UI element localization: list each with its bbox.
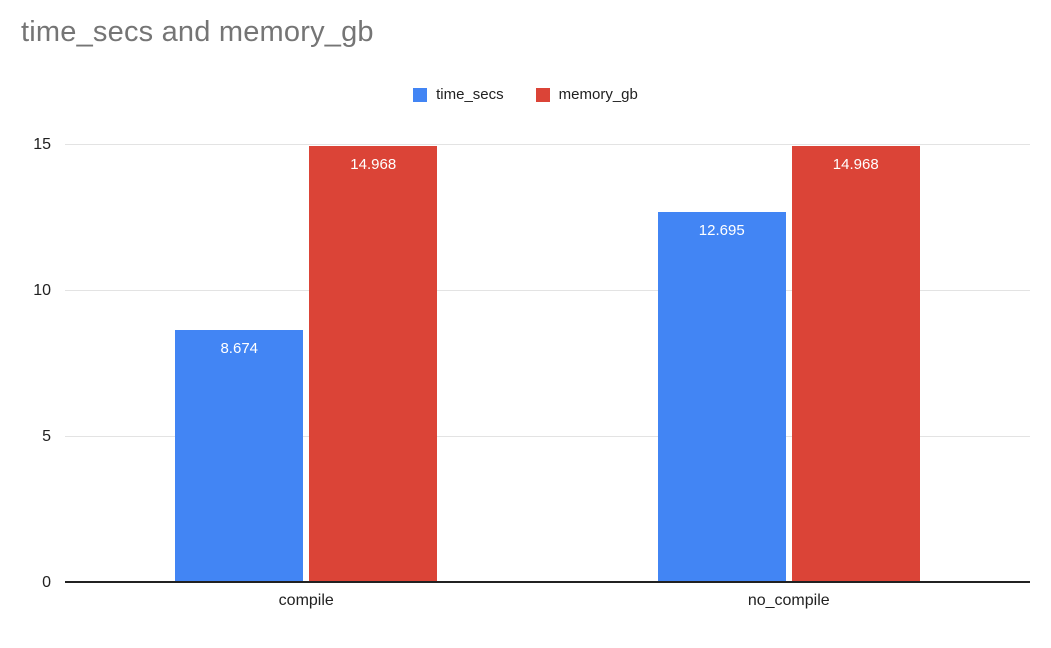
bar-time_secs-no_compile: 12.695	[657, 212, 786, 583]
gridline	[65, 290, 1030, 292]
bar-value-label: 12.695	[698, 222, 745, 240]
gridlines-layer	[65, 144, 1030, 583]
bar-value-label: 14.968	[832, 155, 879, 173]
chart-title: time_secs and memory_gb	[21, 16, 374, 48]
y-tick-label: 15	[33, 136, 51, 153]
x-axis-line	[65, 581, 1030, 583]
bars-layer: 8.674 14.968 12.695 14.968	[65, 145, 1030, 583]
y-axis-labels: 0 5 10 15	[33, 136, 1030, 591]
bar-value-label: 8.674	[220, 339, 259, 357]
legend-swatch-icon	[535, 87, 550, 102]
y-tick-label: 0	[42, 574, 51, 591]
gridline	[65, 436, 1030, 438]
gridline	[65, 144, 1030, 145]
bar-value-label: 14.968	[350, 155, 397, 173]
bar-group-compile: 8.674 14.968	[65, 145, 548, 583]
legend-item-memory_gb: memory_gb	[535, 86, 638, 103]
x-axis-labels: compile no_compile	[65, 592, 1030, 610]
chart-legend: time_secs memory_gb	[0, 86, 1051, 103]
x-category-label: compile	[278, 592, 334, 609]
bar-time_secs-compile: 8.674	[175, 329, 304, 583]
legend-item-time_secs: time_secs	[413, 86, 504, 103]
legend-swatch-icon	[413, 87, 428, 102]
bar-group-no_compile: 12.695 14.968	[548, 145, 1031, 583]
y-tick-label: 10	[33, 282, 51, 300]
y-tick-label: 5	[42, 428, 51, 446]
legend-label: memory_gb	[558, 86, 638, 103]
plot-area: 0 5 10 15 8.674 14.968 12.695 14.968	[33, 136, 1030, 591]
bar-memory_gb-no_compile: 14.968	[791, 145, 920, 583]
bar-memory_gb-compile: 14.968	[309, 145, 438, 583]
x-category-label: no_compile	[747, 592, 830, 609]
legend-label: time_secs	[436, 86, 504, 103]
